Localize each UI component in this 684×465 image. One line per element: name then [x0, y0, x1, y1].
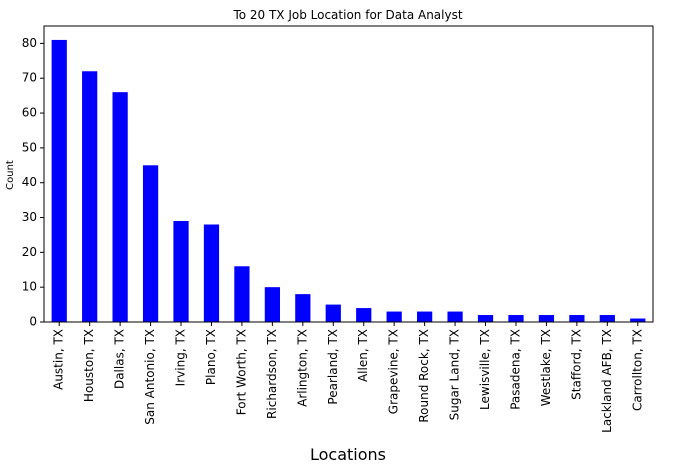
bar	[477, 315, 494, 322]
x-tick-label: Pasadena, TX	[508, 329, 522, 410]
x-tick-label: Stafford, TX	[569, 329, 583, 400]
y-tick-label: 10	[22, 280, 37, 294]
y-tick-label: 30	[22, 210, 37, 224]
bar	[234, 266, 250, 322]
y-tick-label: 60	[22, 106, 37, 120]
x-tick-label: Allen, TX	[356, 329, 370, 382]
x-tick-label: Pearland, TX	[326, 329, 340, 405]
x-tick-label: Lewisville, TX	[478, 329, 492, 410]
y-tick-label: 40	[22, 175, 37, 189]
y-tick-label: 50	[22, 140, 37, 154]
bar	[447, 311, 463, 322]
x-tick-label: Round Rock, TX	[417, 329, 431, 423]
x-tick-label: Richardson, TX	[265, 329, 279, 419]
bar	[356, 308, 372, 322]
bar	[599, 315, 615, 322]
bar	[295, 294, 311, 322]
chart-title: To 20 TX Job Location for Data Analyst	[232, 8, 462, 22]
bar	[173, 221, 189, 322]
bar	[630, 318, 646, 322]
bar	[82, 71, 98, 322]
x-tick-label: Irving, TX	[174, 329, 188, 386]
x-axis-label: Locations	[310, 445, 386, 464]
bar	[508, 315, 524, 322]
y-tick-label: 80	[22, 36, 37, 50]
bar	[264, 287, 280, 322]
y-axis-label-group: Count	[5, 160, 16, 190]
y-tick-label: 70	[22, 71, 37, 85]
x-tick-label: Sugar Land, TX	[448, 329, 462, 420]
x-tick-label: Grapevine, TX	[387, 329, 401, 414]
bar	[569, 315, 585, 322]
x-tick-label: Austin, TX	[52, 329, 66, 390]
bars-group	[51, 39, 646, 322]
bar	[417, 311, 433, 322]
x-tick-label: Arlington, TX	[295, 329, 309, 407]
x-tick-label: Carrollton, TX	[630, 329, 644, 411]
x-tick-label: Dallas, TX	[113, 329, 127, 389]
x-tick-label: Westlake, TX	[539, 329, 553, 406]
y-axis-label: Count	[5, 160, 16, 190]
x-tick-label: Fort Worth, TX	[234, 329, 248, 415]
bar	[325, 304, 341, 322]
bar	[142, 165, 159, 322]
plot-area-frame	[43, 25, 654, 323]
x-tick-label: Houston, TX	[82, 329, 96, 402]
x-tick-label: San Antonio, TX	[143, 329, 157, 425]
x-axis: Austin, TX Houston, TX Dallas, TX San Anton…	[52, 322, 644, 433]
bar	[112, 92, 128, 322]
bar	[538, 315, 555, 322]
bar	[203, 224, 220, 322]
y-tick-label: 20	[22, 245, 37, 259]
y-tick-label: 0	[29, 315, 37, 329]
bar	[386, 311, 402, 322]
x-tick-label: Plano, TX	[204, 329, 218, 385]
y-axis: 0 10 20 30 40 50 60 70 80	[22, 36, 44, 329]
x-tick-label: Lackland AFB, TX	[600, 329, 614, 433]
bar	[51, 39, 67, 322]
